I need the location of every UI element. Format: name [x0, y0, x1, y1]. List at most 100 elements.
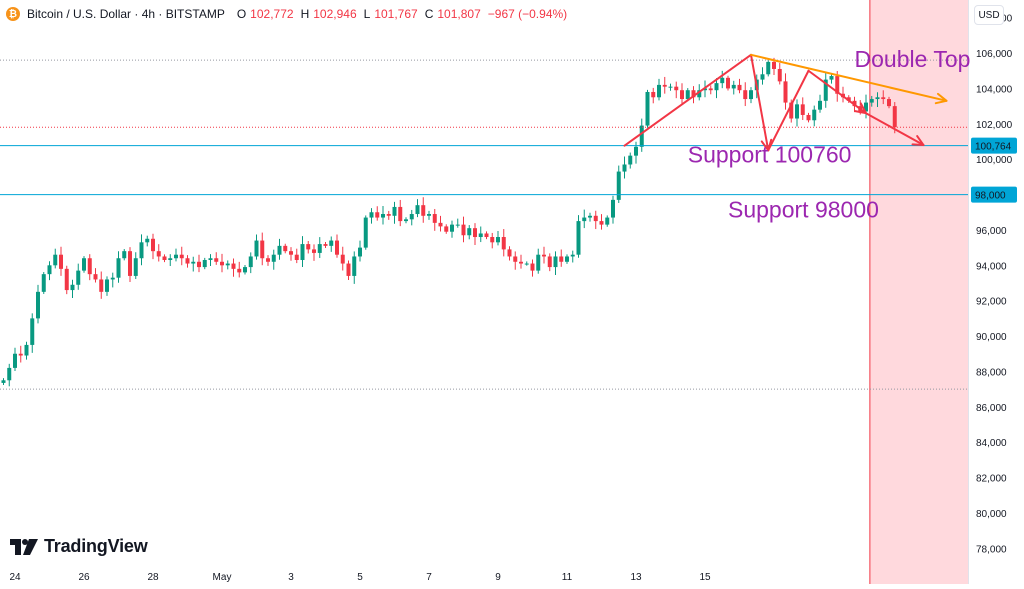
candle [220, 253, 224, 273]
projection-arrowhead [911, 135, 925, 147]
candle [783, 73, 788, 110]
candle-body [645, 91, 650, 126]
candle-body [323, 244, 328, 246]
candle-body [714, 83, 719, 91]
candle-body [13, 353, 17, 368]
candle [231, 258, 236, 277]
symbol-title[interactable]: Bitcoin / U.S. Dollar · 4h · BITSTAMP [27, 7, 225, 21]
candle [421, 197, 426, 223]
candle-body [220, 261, 224, 266]
time-tick-label: May [213, 572, 232, 583]
projection-arrow[interactable] [865, 112, 925, 147]
candle [496, 230, 500, 246]
candle-body [145, 238, 150, 243]
price-label-box [971, 186, 1017, 203]
candle-body [588, 215, 592, 218]
candle-body [415, 205, 420, 215]
candle-body [887, 99, 891, 107]
pattern-segment[interactable] [807, 69, 867, 115]
candle-body [105, 279, 109, 292]
time-tick-label: 11 [562, 572, 573, 583]
candle-body [346, 263, 351, 276]
candle [409, 209, 414, 226]
candle-body [530, 263, 535, 271]
candle [513, 251, 518, 270]
candle-body [622, 164, 627, 172]
candle [501, 229, 506, 257]
symbol-legend: ₿ Bitcoin / U.S. Dollar · 4h · BITSTAMP … [6, 4, 567, 24]
candle-body [260, 240, 265, 259]
candle-body [243, 267, 247, 273]
candle [415, 199, 420, 218]
pattern-segment[interactable] [623, 53, 752, 147]
candle [622, 156, 627, 179]
candle [174, 248, 178, 262]
candle [455, 218, 460, 228]
candle [823, 71, 828, 108]
candle-body [254, 240, 259, 257]
candle [628, 152, 633, 169]
candle [812, 105, 817, 127]
time-tick-label: 13 [630, 572, 642, 583]
price-tick-label: 80,000 [976, 509, 1007, 520]
annotation-text[interactable]: Double Top [855, 46, 971, 72]
candle-body [743, 90, 748, 100]
candle [616, 165, 621, 203]
annotation-text[interactable]: Support 100760 [688, 142, 852, 168]
price-label-text: 98,000 [975, 191, 1006, 202]
candle [576, 215, 581, 258]
candle [392, 201, 397, 224]
price-tick-label: 88,000 [976, 367, 1007, 378]
candle-body [76, 270, 81, 285]
candle [271, 249, 276, 270]
candle [726, 75, 730, 91]
candle [777, 62, 782, 85]
candle-body [398, 206, 403, 222]
candle [53, 248, 58, 269]
candle [266, 255, 270, 266]
candle-body [294, 254, 299, 261]
candle-body [277, 245, 282, 255]
candle-body [703, 88, 707, 91]
candle [369, 208, 374, 224]
candle-body [806, 114, 811, 121]
annotation-text[interactable]: Support 98000 [728, 197, 879, 223]
pattern-segment[interactable] [767, 69, 810, 152]
candle-body [553, 256, 558, 268]
candle-body [306, 244, 311, 250]
candle [547, 253, 552, 272]
candle-body [87, 258, 92, 275]
candle-body [674, 86, 679, 91]
candle-body [680, 90, 684, 100]
candle [375, 206, 380, 221]
candle-body [312, 249, 316, 253]
trend-arrow[interactable] [750, 53, 948, 102]
candle-body [18, 353, 23, 356]
candle [300, 236, 305, 267]
candle [93, 268, 98, 283]
candle-body [162, 256, 167, 261]
candle [386, 210, 391, 220]
pattern-segment[interactable] [750, 53, 770, 152]
price-axis[interactable] [968, 0, 1024, 584]
currency-button[interactable]: USD [974, 5, 1004, 25]
candle [82, 256, 86, 273]
candle [168, 254, 173, 267]
candle [289, 247, 293, 261]
price-tick-label: 92,000 [976, 297, 1007, 308]
tradingview-logo[interactable]: TradingView [10, 536, 148, 557]
candle-body [202, 260, 207, 268]
candle [243, 264, 247, 275]
candle-body [760, 74, 765, 80]
candle-body [329, 240, 334, 246]
candle [795, 99, 799, 127]
candle-body [726, 77, 730, 89]
time-tick-label: 9 [495, 572, 501, 583]
bitcoin-icon: ₿ [6, 7, 20, 21]
candle [128, 247, 132, 282]
candle [766, 59, 771, 77]
candle-body [524, 263, 529, 265]
candle-body [536, 254, 541, 271]
candle [881, 90, 886, 105]
